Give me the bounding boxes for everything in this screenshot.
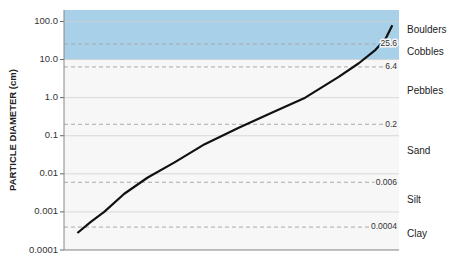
- tick-label: 0.001: [34, 205, 58, 216]
- band: [64, 10, 399, 60]
- y-axis-title: PARTICLE DIAMETER (cm): [7, 69, 18, 191]
- grid-line: [64, 59, 399, 60]
- tick-label: 1.0: [45, 91, 58, 102]
- reference-label: 0.2: [385, 119, 397, 129]
- reference-line: [64, 227, 399, 228]
- tick-mark: [60, 173, 64, 174]
- reference-line: [64, 44, 399, 45]
- reference-label: 6.4: [385, 61, 397, 71]
- category-label: Boulders: [407, 24, 446, 35]
- tick-mark: [60, 59, 64, 60]
- category-label: Cobbles: [407, 46, 444, 57]
- reference-line: [64, 124, 399, 125]
- reference-label: 25.6: [380, 38, 397, 48]
- tick-label: 0.01: [40, 167, 59, 178]
- plot-area: [64, 10, 399, 250]
- tick-mark: [60, 21, 64, 22]
- tick-mark: [60, 97, 64, 98]
- y-axis: 0.0001 0.001 0.01 0.1 1.0 10.0 100.0: [29, 15, 64, 255]
- category-label: Silt: [407, 194, 421, 205]
- grid-line: [64, 250, 399, 251]
- reference-label: 0.0004: [371, 221, 397, 231]
- reference-label: 0.006: [376, 177, 398, 187]
- category-label: Sand: [407, 145, 430, 156]
- grid-line: [64, 97, 399, 98]
- tick-label: 100.0: [34, 15, 58, 26]
- grid-line: [64, 21, 399, 22]
- tick-label: 10.0: [40, 53, 59, 64]
- tick-label: 0.0001: [29, 244, 58, 255]
- curve: [77, 25, 392, 233]
- category-label: Clay: [407, 228, 427, 239]
- x-axis-line: [64, 250, 399, 251]
- grid-line: [64, 135, 399, 136]
- tick-mark: [60, 250, 64, 251]
- grid-line: [64, 211, 399, 212]
- tick-mark: [60, 135, 64, 136]
- tick-label: 0.1: [45, 129, 58, 140]
- grid-line: [64, 173, 399, 174]
- chart: 0.0001 0.001 0.01 0.1 1.0 10.0 100.0 25.6 6.4 0.2…: [0, 0, 474, 266]
- category-label: Pebbles: [407, 85, 443, 96]
- reference-line: [64, 182, 399, 183]
- reference-line: [64, 66, 399, 67]
- tick-mark: [60, 211, 64, 212]
- y-axis-line: [64, 10, 65, 250]
- plot-background: [64, 10, 399, 250]
